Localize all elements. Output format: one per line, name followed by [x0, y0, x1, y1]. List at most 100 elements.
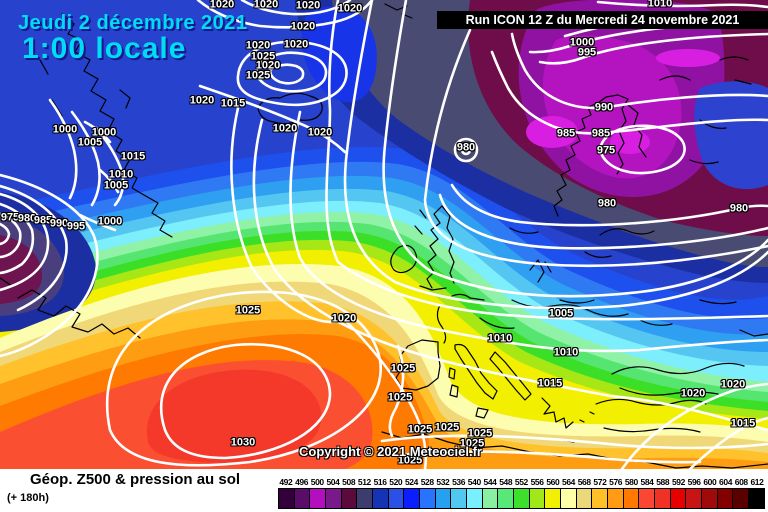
pressure-label: 975: [0, 211, 20, 224]
legend-value: 560: [546, 477, 560, 487]
legend-swatch: [623, 489, 640, 508]
legend-value: 600: [703, 477, 717, 487]
legend-swatch: [576, 489, 593, 508]
pressure-label: 1025: [434, 421, 460, 434]
legend-swatch: [451, 489, 468, 508]
weather-map-svg: [0, 0, 768, 469]
legend-swatch: [326, 489, 342, 508]
pressure-label: 985: [556, 127, 576, 140]
legend-value: 608: [734, 477, 748, 487]
pressure-label: 995: [577, 46, 597, 59]
legend-value: 612: [750, 477, 764, 487]
legend-value: 528: [420, 477, 434, 487]
pressure-label: 1000: [91, 126, 117, 139]
legend-swatch: [608, 489, 624, 508]
legend-swatch: [514, 489, 530, 508]
pressure-label: 1010: [553, 346, 579, 359]
pressure-label: 1005: [103, 179, 129, 192]
pressure-label: 1020: [307, 126, 333, 139]
pressure-label: 1020: [295, 0, 321, 12]
legend-value: 524: [404, 477, 418, 487]
legend-value: 536: [452, 477, 466, 487]
legend-swatch: [341, 489, 358, 508]
legend-value: 596: [687, 477, 701, 487]
pressure-label: 980: [456, 141, 476, 154]
pressure-label: 1015: [120, 150, 146, 163]
pressure-label: 1015: [537, 377, 563, 390]
pressure-label: 1020: [331, 312, 357, 325]
pressure-label: 1025: [467, 427, 493, 440]
legend-swatch: [655, 489, 671, 508]
legend-swatch: [435, 489, 452, 508]
pressure-label: 990: [49, 217, 69, 230]
legend-value: 492: [279, 477, 293, 487]
legend-swatch: [702, 489, 718, 508]
run-info-box: Run ICON 12 Z du Mercredi 24 novembre 20…: [437, 11, 768, 29]
legend-swatch: [404, 489, 421, 508]
legend-value: 512: [357, 477, 371, 487]
pressure-label: 1025: [397, 454, 423, 467]
legend-swatch: [545, 489, 562, 508]
legend-value: 604: [719, 477, 733, 487]
legend-swatch: [639, 489, 656, 508]
pressure-label: 975: [596, 144, 616, 157]
legend-swatch: [482, 489, 499, 508]
legend-swatch: [733, 489, 750, 508]
legend-value: 552: [514, 477, 528, 487]
map-title: Géop. Z500 & pression au sol: [30, 471, 241, 488]
pressure-label: 1015: [220, 97, 246, 110]
pressure-label: 1005: [77, 136, 103, 149]
pressure-label: 1020: [283, 38, 309, 51]
pressure-label: 1010: [487, 332, 513, 345]
time-label: 1:00 locale: [22, 32, 187, 65]
pressure-label: 995: [66, 220, 86, 233]
pressure-label: 1020: [245, 39, 271, 52]
legend-swatch: [357, 489, 374, 508]
pressure-label: 1000: [52, 123, 78, 136]
pressure-label: 980: [597, 197, 617, 210]
legend-value: 548: [499, 477, 513, 487]
legend-value: 580: [624, 477, 638, 487]
legend-values-row: 492 496 500 504 508 512 516 520 524 528 532 536 540 5…: [278, 477, 765, 487]
pressure-label: 1020: [209, 0, 235, 11]
pressure-label: 985: [33, 214, 53, 227]
legend-value: 544: [483, 477, 497, 487]
pressure-label: 1015: [730, 417, 756, 430]
legend-swatch: [686, 489, 703, 508]
pressure-label: 1020: [253, 0, 279, 11]
pressure-label: 1020: [720, 378, 746, 391]
pressure-label: 1020: [290, 20, 316, 33]
pressure-label: 1020: [337, 2, 363, 15]
legend-swatch: [373, 489, 389, 508]
legend-value: 508: [342, 477, 356, 487]
footer-bar: Géop. Z500 & pression au sol (+ 180h) 49…: [0, 469, 768, 512]
pressure-label: 1020: [680, 387, 706, 400]
forecast-hour-label: (+ 180h): [7, 492, 49, 504]
legend-value: 568: [577, 477, 591, 487]
legend-swatch: [294, 489, 311, 508]
pressure-label: 1025: [250, 50, 276, 63]
pressure-label: 990: [594, 101, 614, 114]
pressure-label: 1025: [407, 423, 433, 436]
legend-value: 556: [530, 477, 544, 487]
legend-swatches-row: [278, 488, 765, 509]
legend-value: 520: [389, 477, 403, 487]
legend-value: 592: [671, 477, 685, 487]
legend-value: 516: [373, 477, 387, 487]
legend-swatch: [717, 489, 734, 508]
legend-value: 576: [609, 477, 623, 487]
legend-swatch: [388, 489, 405, 508]
legend-swatch: [310, 489, 327, 508]
legend-value: 496: [295, 477, 309, 487]
map-area: 1020 1020 1020 1020 1020 1020 1020 1025 1020 1025…: [0, 0, 768, 469]
copyright-label: Copyright © 2021 Meteociel.fr: [299, 444, 482, 459]
legend-swatch: [561, 489, 577, 508]
legend-swatch: [670, 489, 687, 508]
pressure-label: 1000: [569, 36, 595, 49]
pressure-label: 1030: [230, 436, 256, 449]
pressure-label: 1020: [272, 122, 298, 135]
date-label: Jeudi 2 décembre 2021: [18, 12, 248, 34]
legend-swatch: [529, 489, 546, 508]
pressure-label: 1000: [97, 215, 123, 228]
